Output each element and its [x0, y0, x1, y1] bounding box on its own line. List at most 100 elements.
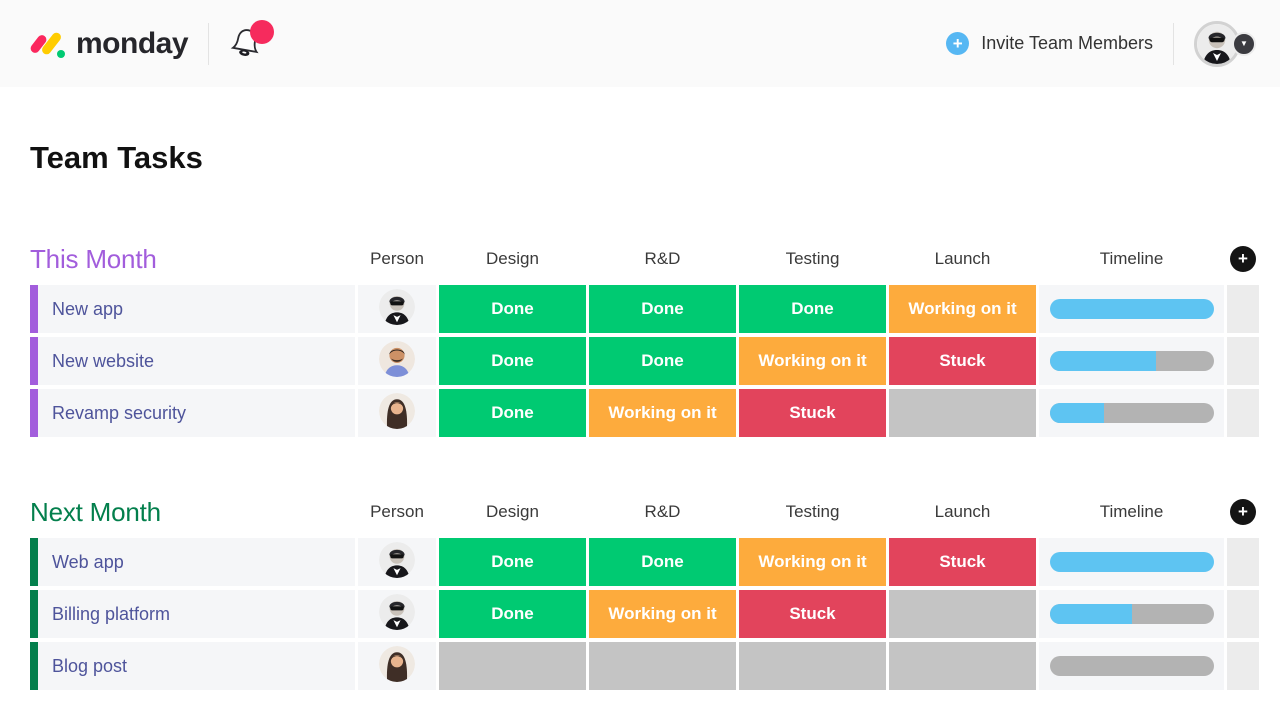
- monday-logo[interactable]: monday: [28, 26, 189, 61]
- person-cell[interactable]: [358, 285, 436, 333]
- row-spacer-cell: [1227, 285, 1259, 333]
- status-cell-working[interactable]: Working on it: [589, 389, 736, 437]
- group-title-cell: This Month: [30, 244, 355, 275]
- table-row: Blog post: [30, 642, 1259, 690]
- timeline-progress: [1049, 351, 1157, 371]
- table-row: New website Done Done Working on it Stuck: [30, 337, 1259, 385]
- divider: [208, 22, 210, 65]
- timeline-bar: [1049, 351, 1214, 371]
- status-cell-done[interactable]: Done: [439, 337, 586, 385]
- person-cell[interactable]: [358, 590, 436, 638]
- status-cell-working[interactable]: Working on it: [889, 285, 1036, 333]
- avatar-woman: [379, 392, 415, 434]
- timeline-cell[interactable]: [1039, 642, 1224, 690]
- row-spacer-cell: [1227, 642, 1259, 690]
- table-row: Revamp security Done Working on it Stuck: [30, 389, 1259, 437]
- column-header-launch: Launch: [934, 249, 991, 268]
- notification-dot: [250, 19, 275, 44]
- task-name-cell[interactable]: New website: [30, 337, 355, 385]
- status-cell-empty[interactable]: [889, 590, 1036, 638]
- column-header-launch: Launch: [934, 502, 991, 521]
- avatar-man: [379, 340, 415, 382]
- table-row: Billing platform Done Working on it Stuck: [30, 590, 1259, 638]
- status-cell-done[interactable]: Done: [439, 538, 586, 586]
- row-spacer-cell: [1227, 538, 1259, 586]
- column-header-timeline: Timeline: [1099, 502, 1164, 521]
- task-name-cell[interactable]: Blog post: [30, 642, 355, 690]
- status-cell-done[interactable]: Done: [589, 285, 736, 333]
- task-name-cell[interactable]: Web app: [30, 538, 355, 586]
- status-cell-stuck[interactable]: Stuck: [889, 337, 1036, 385]
- person-cell[interactable]: [358, 538, 436, 586]
- column-header-design: Design: [486, 502, 539, 521]
- task-name-cell[interactable]: New app: [30, 285, 355, 333]
- plus-icon: +: [1238, 248, 1248, 268]
- timeline-bar: [1049, 403, 1214, 423]
- task-group: This Month Person Design R&D Testing Launch Ti…: [30, 236, 1259, 437]
- monday-logo-icon: [28, 27, 66, 61]
- status-cell-done[interactable]: Done: [589, 337, 736, 385]
- status-cell-working[interactable]: Working on it: [739, 337, 886, 385]
- group-title[interactable]: Next Month: [30, 496, 161, 527]
- status-cell-done[interactable]: Done: [439, 389, 586, 437]
- column-header-rd: R&D: [644, 502, 681, 521]
- table-row: Web app Done Done Working on it Stuck: [30, 538, 1259, 586]
- status-cell-empty[interactable]: [739, 642, 886, 690]
- app-header: monday + Invite Team Members ▼: [0, 0, 1280, 87]
- status-cell-empty[interactable]: [889, 389, 1036, 437]
- status-cell-done[interactable]: Done: [739, 285, 886, 333]
- person-cell[interactable]: [358, 337, 436, 385]
- column-header-testing: Testing: [785, 502, 840, 521]
- invite-team-members-button[interactable]: + Invite Team Members: [946, 32, 1153, 55]
- add-column-button[interactable]: +: [1230, 499, 1256, 525]
- task-name-cell[interactable]: Billing platform: [30, 590, 355, 638]
- timeline-bar: [1049, 299, 1214, 319]
- timeline-cell[interactable]: [1039, 337, 1224, 385]
- notifications-bell-icon[interactable]: [229, 19, 275, 62]
- status-cell-done[interactable]: Done: [589, 538, 736, 586]
- status-cell-empty[interactable]: [889, 642, 1036, 690]
- status-cell-stuck[interactable]: Stuck: [739, 590, 886, 638]
- task-name-cell[interactable]: Revamp security: [30, 389, 355, 437]
- status-cell-stuck[interactable]: Stuck: [889, 538, 1036, 586]
- status-cell-empty[interactable]: [439, 642, 586, 690]
- person-cell[interactable]: [358, 389, 436, 437]
- group-header: This Month Person Design R&D Testing Launch Ti…: [30, 236, 1259, 282]
- plus-icon: +: [946, 32, 970, 55]
- divider: [1173, 22, 1174, 65]
- status-cell-working[interactable]: Working on it: [739, 538, 886, 586]
- timeline-bar: [1049, 604, 1214, 624]
- status-cell-working[interactable]: Working on it: [589, 590, 736, 638]
- timeline-bar: [1049, 656, 1214, 676]
- status-cell-done[interactable]: Done: [439, 590, 586, 638]
- add-column-cell: +: [1227, 499, 1259, 525]
- timeline-cell[interactable]: [1039, 285, 1224, 333]
- row-spacer-cell: [1227, 337, 1259, 385]
- board-main: Team Tasks This Month Person Design R&D Test…: [0, 140, 1280, 690]
- add-column-cell: +: [1227, 246, 1259, 272]
- logo-text: monday: [76, 26, 189, 60]
- status-cell-stuck[interactable]: Stuck: [739, 389, 886, 437]
- group-title[interactable]: This Month: [30, 243, 157, 274]
- timeline-progress: [1049, 403, 1104, 423]
- account-menu[interactable]: ▼: [1194, 20, 1256, 67]
- person-cell[interactable]: [358, 642, 436, 690]
- timeline-bar: [1049, 552, 1214, 572]
- timeline-cell[interactable]: [1039, 590, 1224, 638]
- avatar-man-sunglasses: [379, 541, 415, 583]
- add-column-button[interactable]: +: [1230, 246, 1256, 272]
- plus-icon: +: [1238, 501, 1248, 521]
- user-avatar: [1194, 20, 1240, 67]
- invite-label: Invite Team Members: [981, 33, 1153, 53]
- row-spacer-cell: [1227, 590, 1259, 638]
- timeline-cell[interactable]: [1039, 389, 1224, 437]
- status-cell-done[interactable]: Done: [439, 285, 586, 333]
- task-group: Next Month Person Design R&D Testing Launch Ti…: [30, 489, 1259, 690]
- group-header: Next Month Person Design R&D Testing Launch Ti…: [30, 489, 1259, 535]
- column-header-person: Person: [370, 502, 424, 521]
- timeline-cell[interactable]: [1039, 538, 1224, 586]
- timeline-progress: [1049, 552, 1214, 572]
- status-cell-empty[interactable]: [589, 642, 736, 690]
- timeline-progress: [1049, 299, 1214, 319]
- avatar-woman: [379, 645, 415, 687]
